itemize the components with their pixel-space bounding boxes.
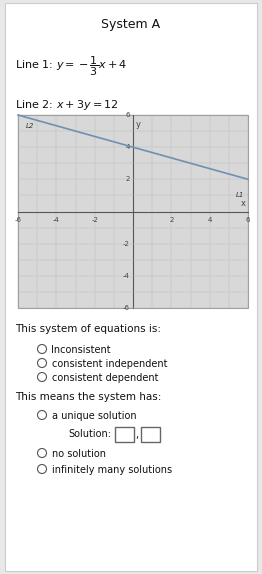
Text: -2: -2 [91, 216, 98, 223]
Text: no solution: no solution [52, 449, 106, 459]
Text: x: x [241, 199, 246, 207]
Text: consistent independent: consistent independent [52, 359, 167, 369]
Text: Line 2: $x+3y=12$: Line 2: $x+3y=12$ [15, 98, 119, 112]
Text: L2: L2 [26, 123, 34, 129]
Text: This means the system has:: This means the system has: [15, 392, 161, 402]
Text: -2: -2 [123, 241, 130, 247]
Text: consistent dependent: consistent dependent [52, 373, 158, 383]
Text: Solution:: Solution: [68, 429, 111, 439]
Text: ,: , [135, 430, 138, 440]
Text: -6: -6 [123, 305, 130, 311]
Text: System A: System A [101, 18, 161, 31]
Text: 4: 4 [125, 144, 130, 150]
Text: 6: 6 [125, 112, 130, 118]
Text: This system of equations is:: This system of equations is: [15, 324, 161, 334]
Text: 2: 2 [125, 176, 130, 183]
FancyBboxPatch shape [140, 426, 160, 441]
Text: 6: 6 [246, 216, 250, 223]
FancyBboxPatch shape [114, 426, 134, 441]
Text: infinitely many solutions: infinitely many solutions [52, 465, 172, 475]
Text: -6: -6 [14, 216, 21, 223]
Text: -4: -4 [123, 273, 130, 279]
Text: a unique solution: a unique solution [52, 411, 136, 421]
Text: Inconsistent: Inconsistent [52, 345, 111, 355]
Text: 4: 4 [208, 216, 212, 223]
Bar [18, 115, 248, 308]
Text: -4: -4 [53, 216, 60, 223]
Text: y: y [136, 120, 141, 129]
Text: L1: L1 [236, 192, 244, 199]
FancyBboxPatch shape [5, 3, 257, 571]
Text: Line 1: $y=-\dfrac{1}{3}x+4$: Line 1: $y=-\dfrac{1}{3}x+4$ [15, 55, 127, 79]
Text: 2: 2 [169, 216, 173, 223]
